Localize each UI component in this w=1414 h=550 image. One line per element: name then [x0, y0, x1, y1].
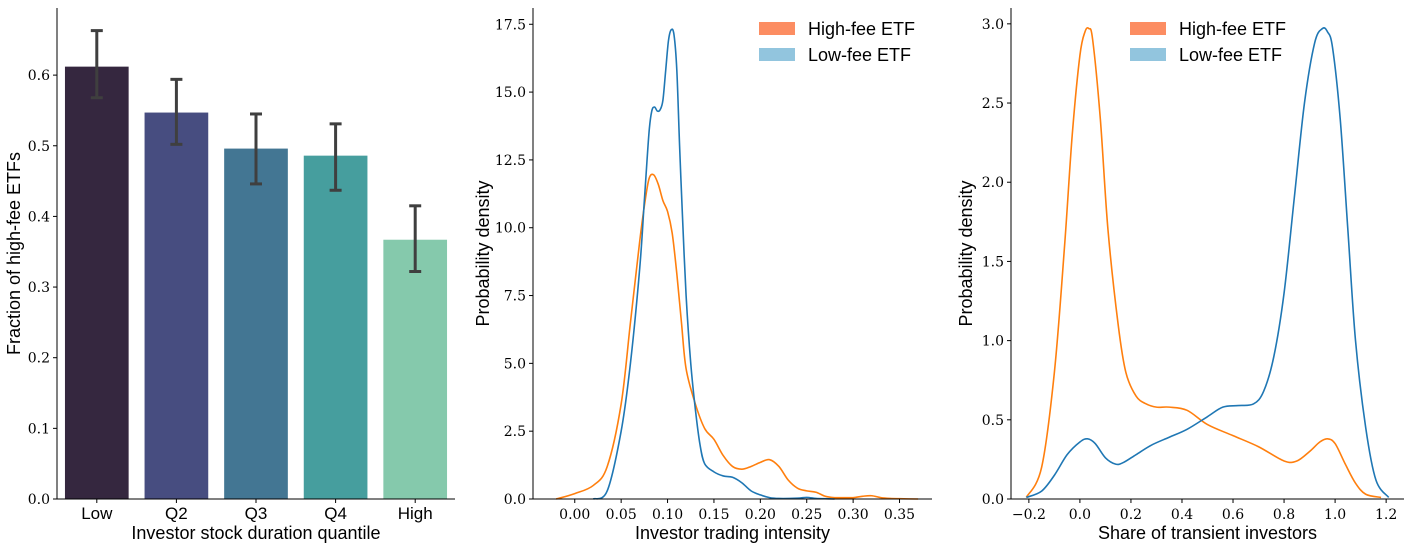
- panel-bar-duration: Low Q2 Q3 Q4 High 0.0 0.1 0.2 0.3 0.4 0.5 0.6 Fracti…: [4, 8, 455, 543]
- x-tick-label: 0.8: [1273, 507, 1295, 523]
- y-tick-label: 17.5: [495, 17, 526, 33]
- x-tick-label: Q2: [165, 504, 188, 523]
- bar-q4: [303, 155, 368, 499]
- x-tick-label: 0.30: [838, 507, 869, 523]
- x-tick-label: 0.6: [1222, 507, 1244, 523]
- legend-swatch: [1130, 22, 1166, 35]
- x-tick-label: 1.0: [1324, 507, 1346, 523]
- y-tick-label: 12.5: [495, 153, 526, 169]
- y-tick-label: 3.0: [982, 17, 1004, 33]
- x-tick-label: 0.4: [1171, 507, 1193, 523]
- legend: High-fee ETF Low-fee ETF: [759, 19, 915, 65]
- legend-label: High-fee ETF: [808, 19, 915, 39]
- legend-swatch: [759, 48, 795, 61]
- x-tick-label: 0.25: [791, 507, 822, 523]
- x-axis-label: Investor stock duration quantile: [131, 523, 380, 543]
- legend-label: High-fee ETF: [1179, 19, 1286, 39]
- y-axis-label: Probability density: [956, 180, 976, 326]
- bar-q2: [144, 112, 209, 499]
- bar-low: [64, 66, 129, 499]
- x-tick-label: 0.2: [1120, 507, 1142, 523]
- x-tick-label: 0.05: [606, 507, 637, 523]
- y-tick-label: 0.3: [28, 280, 50, 296]
- y-tick-label: 0.2: [28, 351, 50, 367]
- x-tick-label: 0.35: [884, 507, 915, 523]
- y-axis-label: Fraction of high-fee ETFs: [4, 152, 24, 355]
- y-tick-label: 0.0: [504, 492, 526, 508]
- legend-swatch: [1130, 48, 1166, 61]
- legend-swatch: [759, 22, 795, 35]
- x-tick-label: 0.15: [698, 507, 729, 523]
- y-tick-label: 1.5: [982, 254, 1004, 270]
- y-tick-label: 1.0: [982, 334, 1004, 350]
- x-tick-label: 0.0: [1069, 507, 1091, 523]
- y-tick-label: 0.5: [28, 139, 50, 155]
- y-tick-label: 0.0: [982, 492, 1004, 508]
- y-tick-label: 10.0: [495, 221, 526, 237]
- legend-label: Low-fee ETF: [808, 45, 911, 65]
- panel-trading-intensity: 0.00 0.05 0.10 0.15 0.20 0.25 0.30 0.35 0.0 2.5 5.…: [473, 8, 932, 543]
- density-line-low-fee: [1026, 27, 1390, 499]
- y-tick-label: 0.4: [28, 209, 50, 225]
- density-line-high-fee: [1025, 27, 1382, 499]
- panel-transient-share: −0.2 0.0 0.2 0.4 0.6 0.8 1.0 1.2 0.0 0.5 1.0 1.5 2.0…: [956, 8, 1404, 543]
- x-tick-label: Q4: [324, 504, 347, 523]
- legend-label: Low-fee ETF: [1179, 45, 1282, 65]
- legend: High-fee ETF Low-fee ETF: [1130, 19, 1286, 65]
- x-tick-label: 1.2: [1375, 507, 1397, 523]
- y-tick-label: 2.5: [982, 96, 1004, 112]
- y-tick-label: 0.5: [982, 413, 1004, 429]
- y-axis-label: Probability density: [473, 180, 493, 326]
- y-tick-label: 0.0: [28, 492, 50, 508]
- x-axis-label: Share of transient investors: [1098, 523, 1317, 543]
- x-axis-label: Investor trading intensity: [635, 523, 830, 543]
- x-tick-label: High: [398, 504, 433, 523]
- bar-q3: [224, 148, 288, 499]
- density-line-low-fee: [592, 28, 835, 500]
- y-tick-label: 15.0: [495, 85, 526, 101]
- density-line-high-fee: [555, 173, 919, 500]
- x-tick-label: −0.2: [1012, 507, 1046, 523]
- y-tick-label: 2.0: [982, 175, 1004, 191]
- x-tick-label: 0.00: [559, 507, 590, 523]
- y-tick-label: 2.5: [504, 424, 526, 440]
- x-tick-label: 0.10: [652, 507, 683, 523]
- bar-high: [383, 239, 448, 499]
- x-tick-label: Low: [81, 504, 113, 523]
- y-tick-label: 5.0: [504, 356, 526, 372]
- x-tick-label: Q3: [245, 504, 268, 523]
- y-tick-label: 0.6: [28, 68, 50, 84]
- y-tick-label: 7.5: [504, 289, 526, 305]
- x-tick-label: 0.20: [745, 507, 776, 523]
- y-tick-label: 0.1: [28, 421, 50, 437]
